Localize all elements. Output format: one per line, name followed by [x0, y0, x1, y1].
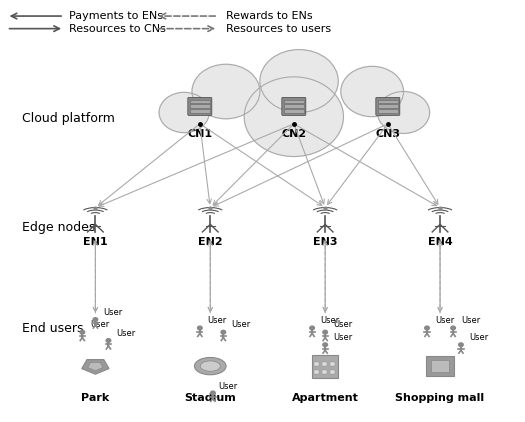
Text: EN4: EN4	[428, 237, 453, 247]
Text: Stadium: Stadium	[184, 393, 236, 403]
Circle shape	[425, 326, 429, 330]
FancyBboxPatch shape	[282, 97, 306, 116]
Circle shape	[192, 64, 260, 119]
Bar	[377, 100, 398, 103]
Text: User: User	[461, 316, 480, 325]
Circle shape	[211, 391, 215, 395]
Text: Edge nodes: Edge nodes	[22, 221, 96, 234]
Bar	[432, 360, 449, 372]
Text: User: User	[333, 320, 352, 329]
Circle shape	[323, 343, 328, 346]
Text: Resources to users: Resources to users	[226, 24, 331, 34]
Text: User: User	[103, 308, 122, 316]
Text: EN2: EN2	[198, 237, 223, 247]
Text: User: User	[320, 316, 339, 325]
Text: User: User	[90, 320, 109, 329]
Text: End users: End users	[22, 322, 84, 335]
Text: User: User	[208, 316, 227, 325]
Circle shape	[106, 339, 111, 342]
Bar	[314, 362, 319, 366]
Text: User: User	[116, 329, 135, 338]
Bar	[284, 104, 304, 108]
Text: Cloud platform: Cloud platform	[22, 112, 115, 125]
Circle shape	[310, 326, 314, 330]
Circle shape	[377, 92, 429, 133]
Circle shape	[451, 326, 455, 330]
Circle shape	[244, 77, 343, 157]
Text: CN3: CN3	[375, 129, 401, 139]
Circle shape	[323, 330, 328, 334]
Circle shape	[260, 50, 338, 113]
Circle shape	[221, 330, 226, 334]
Bar	[314, 370, 319, 374]
Text: Payments to ENs: Payments to ENs	[69, 11, 163, 21]
Text: User: User	[435, 316, 454, 325]
Circle shape	[80, 330, 85, 334]
Bar	[190, 104, 210, 108]
Ellipse shape	[194, 357, 226, 375]
Bar	[330, 370, 335, 374]
Text: Resources to CNs: Resources to CNs	[69, 24, 166, 34]
Polygon shape	[82, 360, 109, 374]
Bar	[377, 109, 398, 113]
Text: Shopping mall: Shopping mall	[395, 393, 485, 403]
Text: CN2: CN2	[281, 129, 307, 139]
Bar	[322, 370, 327, 374]
Text: User: User	[333, 333, 352, 342]
Circle shape	[341, 66, 404, 116]
Text: Rewards to ENs: Rewards to ENs	[226, 11, 312, 21]
Text: CN1: CN1	[187, 129, 213, 139]
FancyBboxPatch shape	[376, 97, 400, 116]
Circle shape	[197, 326, 202, 330]
Bar	[322, 362, 327, 366]
Circle shape	[159, 92, 209, 133]
Bar	[284, 100, 304, 103]
Bar	[190, 100, 210, 103]
Bar	[330, 362, 335, 366]
Bar	[190, 109, 210, 113]
Text: User: User	[469, 333, 488, 342]
Text: User: User	[218, 382, 237, 391]
Text: User: User	[231, 320, 250, 329]
FancyBboxPatch shape	[188, 97, 212, 116]
Bar	[284, 109, 304, 113]
Bar	[426, 356, 455, 376]
Bar	[377, 104, 398, 108]
Text: Apartment: Apartment	[292, 393, 359, 403]
Text: EN1: EN1	[83, 237, 108, 247]
Text: EN3: EN3	[313, 237, 338, 247]
Text: Park: Park	[81, 393, 110, 403]
Bar	[312, 354, 338, 378]
Polygon shape	[88, 362, 103, 371]
Circle shape	[93, 318, 98, 322]
Ellipse shape	[200, 361, 220, 371]
Circle shape	[459, 343, 463, 346]
